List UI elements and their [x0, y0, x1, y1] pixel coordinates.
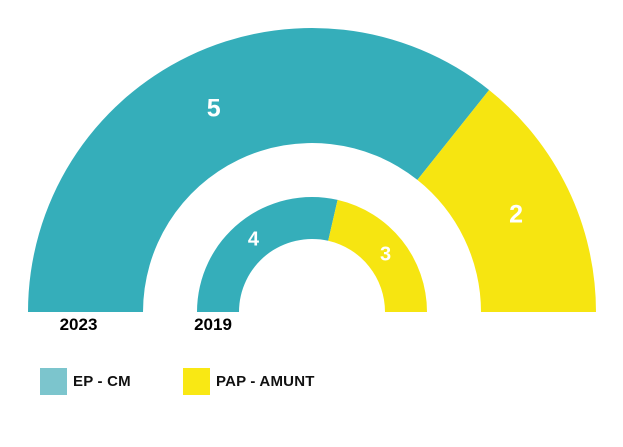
segment-2019-pap-amunt [328, 199, 427, 312]
legend-swatch-pap-amunt [183, 368, 210, 395]
value-label-2023-ep-cm: 5 [207, 95, 221, 123]
segment-2023-ep-cm [28, 28, 490, 312]
value-label-2019-pap-amunt: 3 [380, 243, 391, 265]
value-label-2023-pap-amunt: 2 [509, 200, 523, 228]
legend-item-pap-amunt: PAP - AMUNT [183, 368, 315, 395]
chart-legend: EP - CM PAP - AMUNT [0, 368, 623, 398]
legend-item-ep-cm: EP - CM [40, 368, 131, 395]
legend-label-pap-amunt: PAP - AMUNT [216, 373, 315, 390]
legend-swatch-ep-cm [40, 368, 67, 395]
value-label-2019-ep-cm: 4 [248, 229, 260, 251]
legend-label-ep-cm: EP - CM [73, 373, 131, 390]
segment-2023-pap-amunt [417, 90, 596, 312]
year-label-2019: 2019 [194, 315, 232, 334]
segment-2019-ep-cm [197, 197, 338, 312]
year-label-2023: 2023 [60, 315, 98, 334]
